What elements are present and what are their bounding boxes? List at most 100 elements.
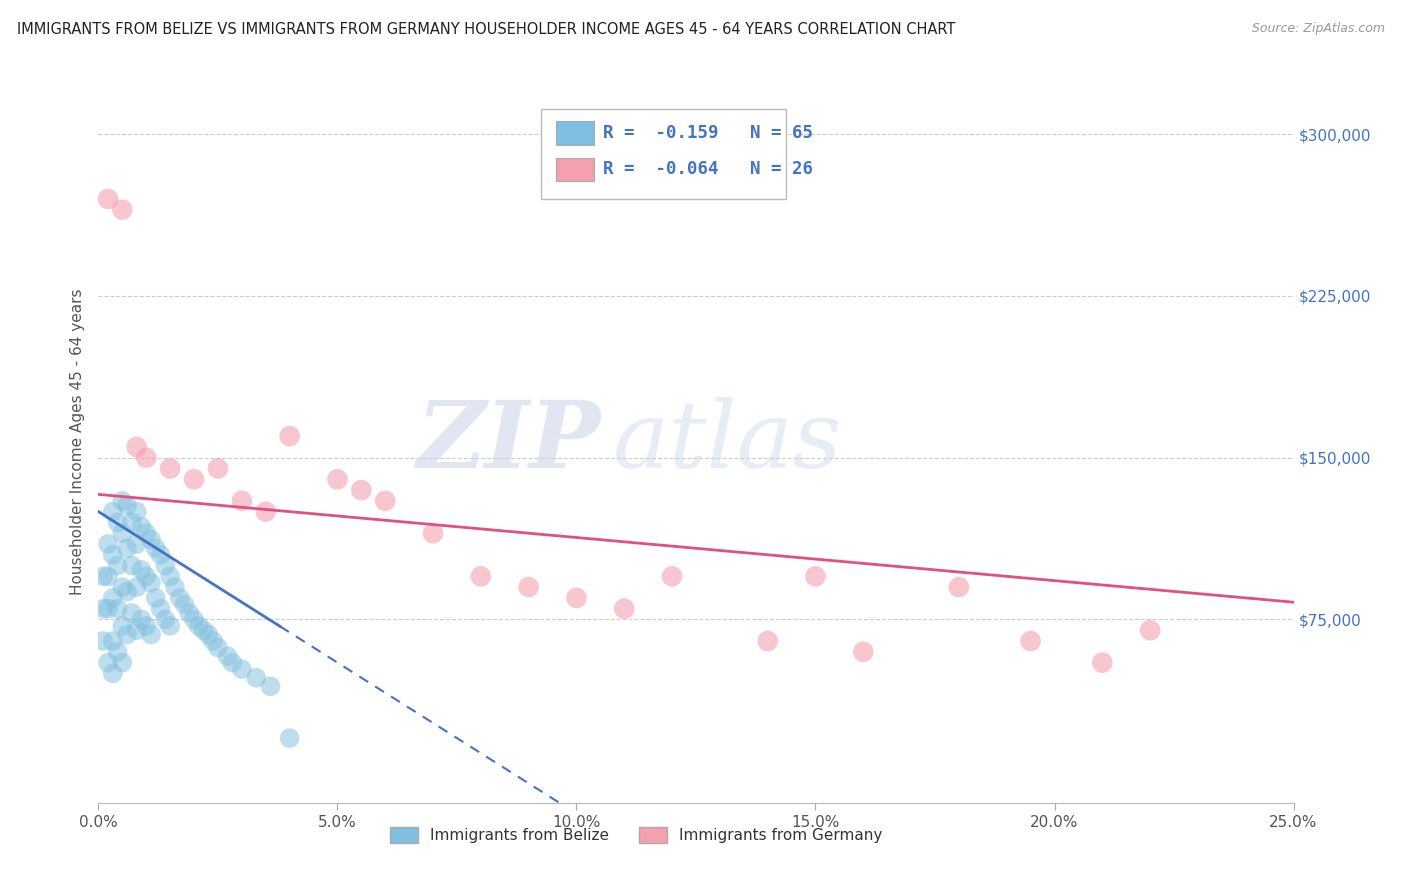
Point — [111, 656, 134, 670]
Point — [121, 558, 143, 573]
Point — [374, 493, 396, 508]
Point — [202, 634, 225, 648]
Point — [517, 580, 540, 594]
Point — [173, 598, 195, 612]
Point — [159, 569, 181, 583]
Point — [149, 601, 172, 615]
FancyBboxPatch shape — [557, 121, 595, 145]
Point — [193, 624, 215, 638]
Point — [326, 472, 349, 486]
Point — [111, 619, 134, 633]
Point — [1091, 656, 1114, 670]
Point — [149, 548, 172, 562]
Point — [111, 526, 134, 541]
Point — [145, 591, 167, 605]
Point — [179, 606, 201, 620]
Point — [197, 627, 219, 641]
Point — [107, 601, 129, 615]
Point — [91, 569, 114, 583]
Point — [101, 591, 124, 605]
Legend: Immigrants from Belize, Immigrants from Germany: Immigrants from Belize, Immigrants from … — [384, 822, 889, 849]
Point — [115, 584, 138, 599]
Point — [804, 569, 827, 583]
Point — [155, 558, 177, 573]
FancyBboxPatch shape — [557, 158, 595, 181]
Point — [131, 563, 153, 577]
Point — [231, 493, 253, 508]
Point — [101, 634, 124, 648]
Point — [565, 591, 588, 605]
Point — [159, 619, 181, 633]
Point — [115, 627, 138, 641]
Point — [97, 192, 120, 206]
Point — [217, 649, 239, 664]
Text: IMMIGRANTS FROM BELIZE VS IMMIGRANTS FROM GERMANY HOUSEHOLDER INCOME AGES 45 - 6: IMMIGRANTS FROM BELIZE VS IMMIGRANTS FRO… — [17, 22, 955, 37]
Point — [139, 575, 162, 590]
Point — [1139, 624, 1161, 638]
Point — [135, 526, 157, 541]
Text: R =  -0.159   N = 65: R = -0.159 N = 65 — [603, 124, 813, 142]
Point — [97, 656, 120, 670]
Point — [756, 634, 779, 648]
Point — [97, 537, 120, 551]
Point — [207, 461, 229, 475]
Point — [135, 569, 157, 583]
Point — [231, 662, 253, 676]
Point — [107, 645, 129, 659]
Point — [135, 450, 157, 465]
Point — [221, 656, 243, 670]
Point — [169, 591, 191, 605]
Point — [97, 569, 120, 583]
Point — [135, 619, 157, 633]
Point — [948, 580, 970, 594]
Point — [131, 612, 153, 626]
Point — [254, 505, 277, 519]
Point — [101, 505, 124, 519]
Point — [139, 533, 162, 547]
Text: atlas: atlas — [613, 397, 842, 486]
Text: ZIP: ZIP — [416, 397, 600, 486]
Point — [107, 558, 129, 573]
Point — [97, 601, 120, 615]
Point — [350, 483, 373, 497]
Point — [125, 505, 148, 519]
Point — [131, 520, 153, 534]
Point — [278, 429, 301, 443]
Point — [115, 498, 138, 512]
Point — [125, 440, 148, 454]
Point — [91, 634, 114, 648]
Point — [183, 612, 205, 626]
Point — [155, 612, 177, 626]
Point — [1019, 634, 1042, 648]
Point — [259, 679, 281, 693]
Point — [661, 569, 683, 583]
Point — [115, 541, 138, 556]
Point — [111, 493, 134, 508]
Point — [101, 666, 124, 681]
Point — [470, 569, 492, 583]
Point — [207, 640, 229, 655]
Point — [125, 580, 148, 594]
Point — [245, 671, 267, 685]
Point — [613, 601, 636, 615]
Text: Source: ZipAtlas.com: Source: ZipAtlas.com — [1251, 22, 1385, 36]
Point — [139, 627, 162, 641]
Point — [278, 731, 301, 745]
Point — [125, 537, 148, 551]
Point — [101, 548, 124, 562]
Point — [121, 606, 143, 620]
Point — [852, 645, 875, 659]
Point — [145, 541, 167, 556]
Point — [183, 472, 205, 486]
Point — [107, 516, 129, 530]
Point — [111, 580, 134, 594]
FancyBboxPatch shape — [541, 109, 786, 200]
Point — [111, 202, 134, 217]
Text: R =  -0.064   N = 26: R = -0.064 N = 26 — [603, 161, 813, 178]
Point — [121, 516, 143, 530]
Point — [91, 601, 114, 615]
Point — [163, 580, 186, 594]
Point — [159, 461, 181, 475]
Point — [125, 624, 148, 638]
Point — [422, 526, 444, 541]
